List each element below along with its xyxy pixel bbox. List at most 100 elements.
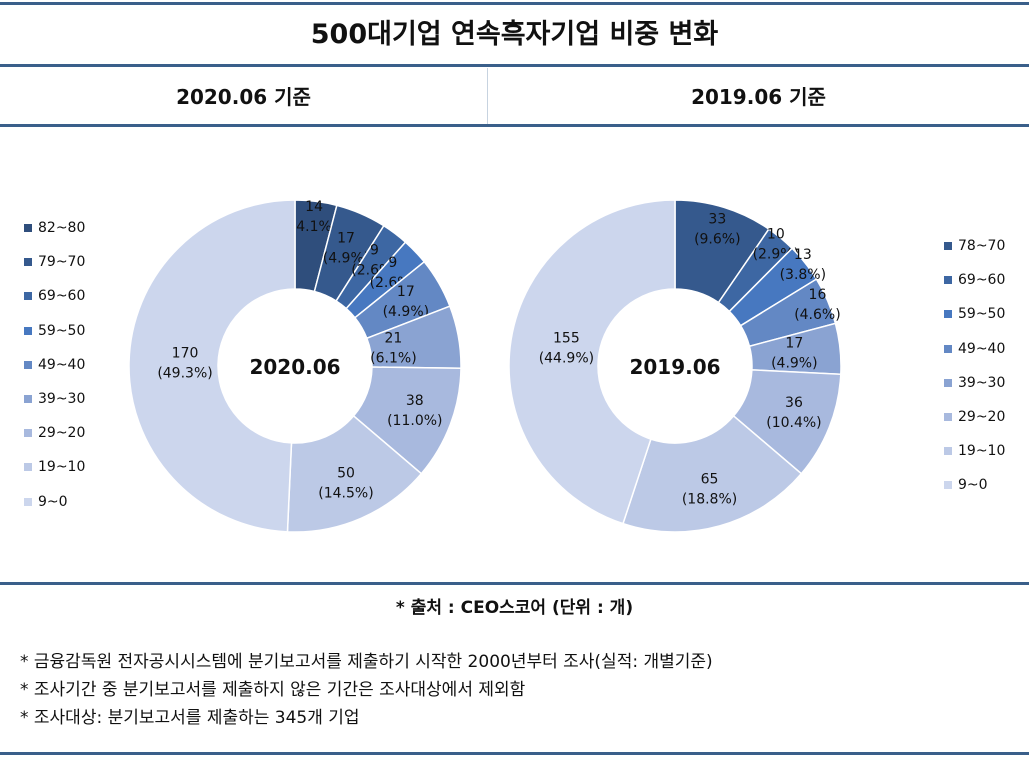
- legend-item: 39~30: [24, 382, 85, 416]
- legend-item: 29~20: [24, 416, 85, 450]
- legend-label: 69~60: [958, 272, 1006, 289]
- footnote: * 조사기간 중 분기보고서를 제출하지 않은 기간은 조사대상에서 제외함: [20, 680, 526, 700]
- legend-swatch: [24, 360, 32, 369]
- slice-value-label: 50: [337, 465, 355, 481]
- slice-percent-label: (4.9%): [383, 304, 430, 320]
- legend-label: 39~30: [958, 374, 1006, 391]
- legend-label: 59~50: [38, 322, 86, 339]
- legend-swatch: [944, 310, 952, 319]
- legend-swatch: [24, 497, 32, 506]
- legend-label: 59~50: [958, 306, 1006, 323]
- center-label: 2019.06: [629, 355, 720, 379]
- legend-label: 29~20: [38, 425, 86, 442]
- slice-value-label: 170: [172, 345, 199, 361]
- legend-label: 29~20: [958, 409, 1006, 426]
- slice-percent-label: (4.9%): [323, 251, 370, 267]
- legend-2020: 82~80 79~70 69~60 59~50 49~40 39~30 29~20 19~10…: [24, 211, 85, 519]
- slice-percent-label: (4.1%): [291, 219, 338, 235]
- slice-value-label: 10: [767, 226, 785, 242]
- legend-item: 59~50: [944, 297, 1005, 331]
- slice-value-label: 9: [370, 243, 379, 259]
- donut-slice: [508, 199, 676, 525]
- legend-swatch: [24, 429, 32, 438]
- slice-value-label: 14: [305, 199, 323, 215]
- legend-item: 69~60: [944, 263, 1005, 297]
- legend-swatch: [24, 224, 32, 233]
- slice-value-label: 17: [397, 284, 415, 300]
- legend-item: 19~10: [944, 434, 1005, 468]
- slice-percent-label: (4.6%): [794, 307, 841, 323]
- header-divider: [487, 68, 488, 124]
- slice-percent-label: (18.8%): [682, 491, 737, 507]
- legend-label: 19~10: [958, 443, 1006, 460]
- legend-swatch: [944, 242, 952, 251]
- legend-label: 39~30: [38, 391, 86, 408]
- legend-swatch: [944, 344, 952, 353]
- slice-value-label: 17: [785, 335, 803, 351]
- legend-item: 9~0: [24, 485, 85, 519]
- slice-percent-label: (3.8%): [780, 267, 827, 283]
- slice-percent-label: (11.0%): [387, 413, 442, 429]
- center-label: 2020.06: [249, 355, 340, 379]
- slice-value-label: 16: [809, 287, 827, 303]
- legend-swatch: [24, 292, 32, 301]
- legend-item: 49~40: [24, 348, 85, 382]
- slice-percent-label: (14.5%): [318, 485, 373, 501]
- legend-item: 9~0: [944, 468, 1005, 502]
- legend-label: 19~10: [38, 459, 86, 476]
- legend-item: 69~60: [24, 279, 85, 313]
- legend-2019: 78~70 69~60 59~50 49~40 39~30 29~20 19~10 9~0: [944, 229, 1005, 503]
- title-rule: [0, 64, 1029, 67]
- donut-slice: [622, 414, 803, 533]
- legend-swatch: [24, 258, 32, 267]
- slice-value-label: 13: [794, 247, 812, 263]
- page-title: 500대기업 연속흑자기업 비중 변화: [310, 19, 719, 50]
- legend-swatch: [24, 395, 32, 404]
- slice-value-label: 9: [388, 255, 397, 271]
- slice-value-label: 65: [701, 471, 719, 487]
- legend-swatch: [24, 463, 32, 472]
- slice-value-label: 38: [406, 393, 424, 409]
- footnote: * 금융감독원 전자공시시스템에 분기보고서를 제출하기 시작한 2000년부터…: [20, 652, 713, 672]
- legend-label: 49~40: [958, 340, 1006, 357]
- legend-item: 29~20: [944, 400, 1005, 434]
- subtitle-2020: 2020.06 기준: [176, 85, 311, 109]
- donut-slice: [286, 414, 423, 533]
- legend-item: 19~10: [24, 450, 85, 484]
- slice-percent-label: (4.9%): [771, 355, 818, 371]
- legend-item: 79~70: [24, 245, 85, 279]
- slice-value-label: 155: [553, 331, 580, 347]
- legend-swatch: [944, 481, 952, 490]
- subtitle-2019: 2019.06 기준: [691, 85, 826, 109]
- slice-value-label: 17: [337, 231, 355, 247]
- donut-charts: 14(4.1%)17(4.9%) 9(2.6%)9(2.6%)17(4.9%)21…: [128, 199, 842, 533]
- legend-label: 9~0: [38, 493, 68, 510]
- legend-label: 9~0: [958, 477, 988, 494]
- slice-value-label: 36: [785, 395, 803, 411]
- legend-swatch: [944, 276, 952, 285]
- legend-item: 82~80: [24, 211, 85, 245]
- legend-item: 59~50: [24, 314, 85, 348]
- legend-item: 78~70: [944, 229, 1005, 263]
- legend-label: 79~70: [38, 254, 86, 271]
- legend-swatch: [944, 378, 952, 387]
- legend-label: 69~60: [38, 288, 86, 305]
- footnote: * 조사대상: 분기보고서를 제출하는 345개 기업: [20, 708, 360, 728]
- source-top-rule: [0, 582, 1029, 585]
- legend-swatch: [944, 447, 952, 456]
- slice-value-label: 21: [385, 330, 403, 346]
- bottom-rule: [0, 752, 1029, 755]
- source-note: * 출처 : CEO스코어 (단위 : 개): [395, 598, 634, 618]
- footnotes: * 금융감독원 전자공시시스템에 분기보고서를 제출하기 시작한 2000년부터…: [20, 648, 713, 732]
- legend-swatch: [24, 326, 32, 335]
- legend-swatch: [944, 413, 952, 422]
- subtitle-rule: [0, 124, 1029, 127]
- legend-label: 82~80: [38, 220, 86, 237]
- slice-percent-label: (44.9%): [539, 351, 594, 367]
- legend-label: 78~70: [958, 238, 1006, 255]
- legend-item: 39~30: [944, 366, 1005, 400]
- slice-percent-label: (10.4%): [766, 415, 821, 431]
- legend-item: 49~40: [944, 332, 1005, 366]
- slice-percent-label: (9.6%): [694, 231, 741, 247]
- top-rule: [0, 2, 1029, 5]
